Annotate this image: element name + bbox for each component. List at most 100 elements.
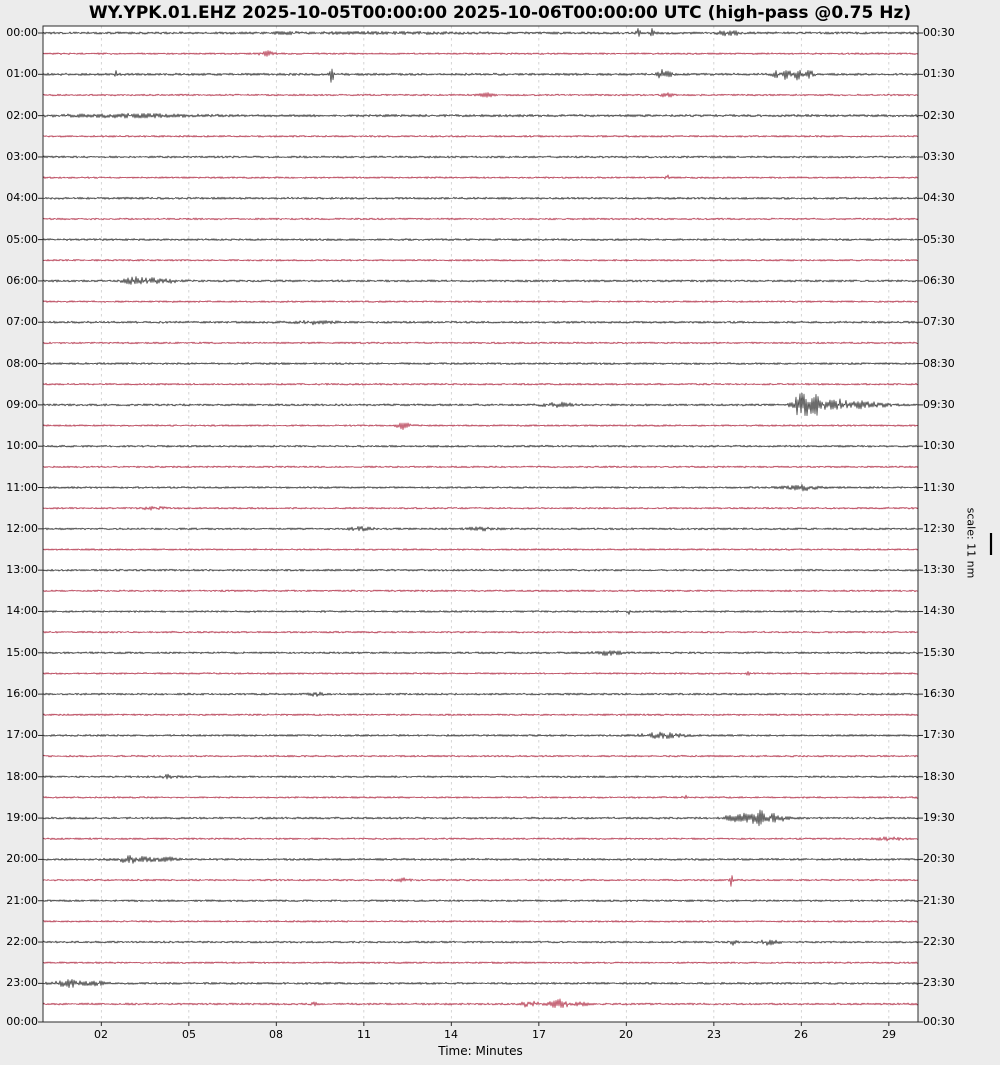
x-tick-label: 08 (269, 1028, 283, 1041)
left-time-label: 00:00 (6, 26, 38, 39)
x-tick-label: 11 (357, 1028, 371, 1041)
right-time-label: 19:30 (923, 811, 955, 824)
left-time-label: 07:00 (6, 315, 38, 328)
x-tick-label: 26 (794, 1028, 808, 1041)
seismic-trace-row (42, 609, 919, 615)
left-time-label: 11:00 (6, 481, 38, 494)
seismic-trace-row (42, 238, 919, 242)
left-time-label: 19:00 (6, 811, 38, 824)
left-axis-bottom-label: 00:00 (6, 1015, 38, 1028)
seismic-trace-row (42, 362, 919, 366)
left-time-label: 15:00 (6, 646, 38, 659)
right-time-label: 22:30 (923, 935, 955, 948)
seismic-trace-row (42, 568, 919, 572)
right-time-label: 10:30 (923, 439, 955, 452)
x-tick-label: 29 (882, 1028, 896, 1041)
right-time-label: 20:30 (923, 852, 955, 865)
right-time-label: 06:30 (923, 274, 955, 287)
right-time-label: 15:30 (923, 646, 955, 659)
right-axis-bottom-label: 00:30 (923, 1015, 955, 1028)
right-time-label: 23:30 (923, 976, 955, 989)
seismic-trace-row (42, 258, 919, 262)
right-time-label: 17:30 (923, 728, 955, 741)
left-time-label: 13:00 (6, 563, 38, 576)
seismic-trace-row (42, 155, 919, 159)
seismic-trace-row (42, 484, 919, 492)
seismic-trace-row (42, 691, 919, 697)
seismic-trace-row (42, 196, 919, 200)
x-axis-label: Time: Minutes (438, 1044, 523, 1058)
right-time-label: 05:30 (923, 233, 955, 246)
seismic-trace-row (42, 505, 919, 511)
seismic-trace-row (42, 589, 919, 593)
right-time-label: 04:30 (923, 191, 955, 204)
right-time-label: 00:30 (923, 26, 955, 39)
right-time-label: 02:30 (923, 109, 955, 122)
x-tick-label: 17 (532, 1028, 546, 1041)
seismic-trace-row (42, 444, 919, 448)
seismic-trace-row (42, 276, 919, 285)
seismic-trace-row (42, 174, 919, 180)
right-time-label: 03:30 (923, 150, 955, 163)
x-tick-label: 14 (444, 1028, 458, 1041)
seismic-trace-row (42, 939, 919, 946)
seismic-trace-row (42, 382, 919, 386)
left-time-label: 21:00 (6, 894, 38, 907)
left-time-label: 20:00 (6, 852, 38, 865)
seismic-trace-row (42, 836, 919, 842)
seismic-trace-row (42, 809, 919, 827)
seismic-trace-row (42, 300, 919, 303)
left-time-label: 16:00 (6, 687, 38, 700)
seismic-trace-row (42, 50, 919, 57)
left-time-label: 10:00 (6, 439, 38, 452)
seismic-trace-row (42, 27, 919, 37)
left-time-label: 01:00 (6, 67, 38, 80)
left-time-label: 18:00 (6, 770, 38, 783)
x-tick-label: 20 (619, 1028, 633, 1041)
seismic-trace-row (42, 92, 919, 98)
x-tick-label: 23 (707, 1028, 721, 1041)
left-time-label: 08:00 (6, 357, 38, 370)
seismic-trace-row (42, 341, 919, 345)
left-time-label: 03:00 (6, 150, 38, 163)
left-time-label: 06:00 (6, 274, 38, 287)
right-time-label: 08:30 (923, 357, 955, 370)
right-time-label: 07:30 (923, 315, 955, 328)
seismic-trace-row (42, 731, 919, 740)
left-time-label: 23:00 (6, 976, 38, 989)
seismic-trace-row (42, 961, 919, 965)
right-time-label: 01:30 (923, 67, 955, 80)
left-time-label: 04:00 (6, 191, 38, 204)
left-time-label: 09:00 (6, 398, 38, 411)
seismic-trace-row (42, 630, 919, 634)
seismic-trace-row (42, 392, 919, 417)
seismic-trace-row (42, 773, 919, 780)
plot-background (43, 26, 918, 1022)
right-time-label: 16:30 (923, 687, 955, 700)
seismic-trace-row (42, 854, 919, 864)
seismic-trace-row (42, 134, 919, 138)
seismic-trace-row (42, 670, 919, 676)
left-time-label: 14:00 (6, 604, 38, 617)
seismic-trace-row (42, 978, 919, 989)
seismic-trace-row (42, 754, 919, 758)
left-time-label: 17:00 (6, 728, 38, 741)
left-time-label: 12:00 (6, 522, 38, 535)
seismic-trace-row (42, 899, 919, 903)
seismic-trace-row (42, 650, 919, 657)
seismic-trace-row (42, 68, 919, 83)
seismic-trace-row (42, 920, 919, 923)
x-tick-label: 02 (94, 1028, 108, 1041)
left-time-label: 22:00 (6, 935, 38, 948)
right-time-label: 14:30 (923, 604, 955, 617)
seismic-trace-row (42, 998, 919, 1009)
left-time-label: 05:00 (6, 233, 38, 246)
seismic-trace-row (42, 112, 919, 119)
right-time-label: 21:30 (923, 894, 955, 907)
seismic-trace-row (42, 875, 919, 887)
right-time-label: 09:30 (923, 398, 955, 411)
seismic-trace-row (42, 794, 919, 800)
right-time-label: 13:30 (923, 563, 955, 576)
right-time-label: 11:30 (923, 481, 955, 494)
